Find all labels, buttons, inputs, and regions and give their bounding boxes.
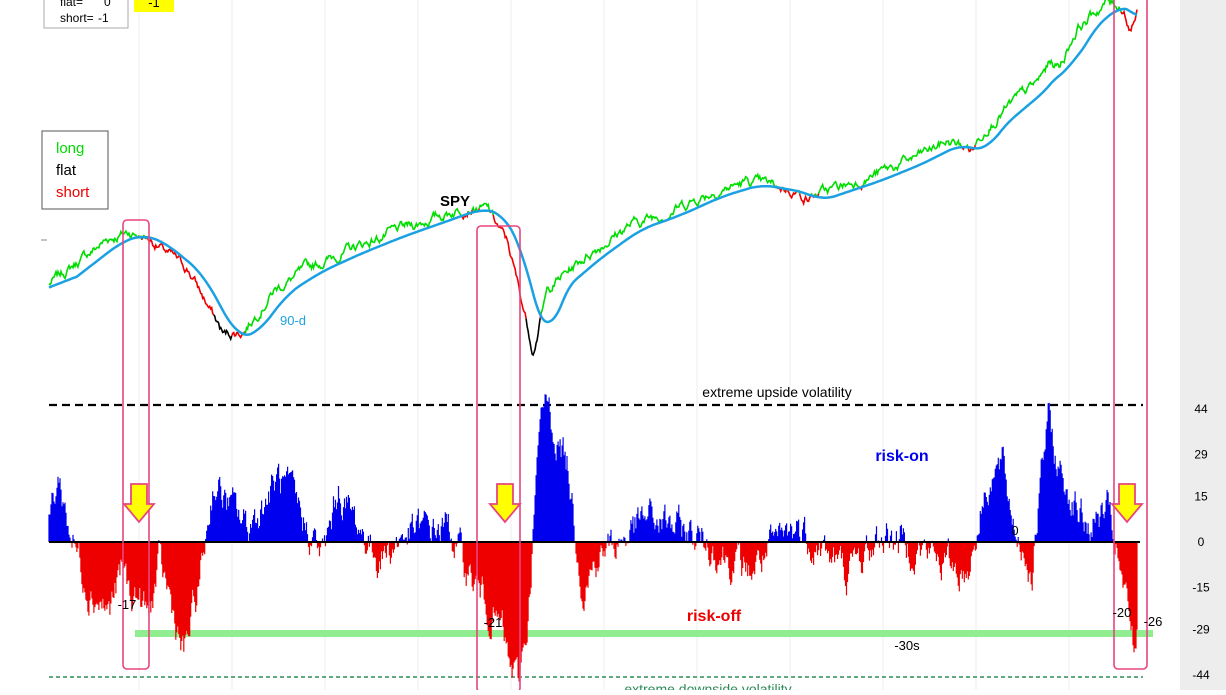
risk-off-label: risk-off	[687, 608, 742, 625]
down-arrow-icon-1	[122, 483, 156, 524]
spy-segment-10	[244, 207, 463, 334]
flat-signal-value: 0	[104, 0, 111, 9]
ma-label: 90-d	[280, 313, 306, 328]
flat-signal-label: flat=	[60, 0, 83, 9]
spy-segment-22	[540, 212, 665, 314]
spy-segment-26	[667, 172, 776, 220]
gridlines	[138, 0, 1070, 690]
current-signal-value: -1	[148, 0, 160, 10]
down-arrow-icon-3	[1110, 483, 1144, 524]
spy-segment-39	[798, 193, 812, 207]
current-signal-box	[134, 0, 174, 12]
low-label-2: -21	[484, 615, 503, 630]
spy-segment-7	[147, 238, 215, 316]
band-annotation: -30s	[894, 638, 920, 653]
right-margin	[1180, 0, 1226, 690]
highlight-region-1	[122, 219, 150, 670]
spy-segment-16	[478, 202, 491, 213]
legend-short: short	[56, 184, 90, 201]
low-label-1: -17	[118, 597, 137, 612]
highlight-region-3	[1113, 0, 1148, 670]
y-tick-29: 29	[1194, 447, 1208, 461]
spy-segment-35	[786, 190, 798, 200]
spy-segment-8	[213, 314, 233, 342]
legend-box	[41, 130, 109, 210]
spy-segment-53	[1120, 9, 1138, 33]
zero-annotation: 0	[1011, 523, 1018, 538]
spy-segment-33	[783, 188, 788, 194]
y-tick--29: -29	[1192, 623, 1210, 637]
spy-segment-52	[974, 0, 1122, 146]
ma-90d-line	[48, 7, 1138, 336]
spy-segment-11	[461, 211, 469, 221]
y-tick-44: 44	[1194, 402, 1208, 416]
spy-segment-46	[862, 138, 963, 187]
y-tick--44: -44	[1192, 668, 1210, 682]
low-label-3: -20	[1113, 605, 1132, 620]
extreme-upside-label: extreme upside volatility	[702, 384, 851, 400]
signal-box	[43, 0, 129, 29]
short-signal-value: -1	[98, 11, 109, 25]
extreme-downside-label: extreme downside volatility	[624, 681, 791, 690]
short-signal-label: short=	[60, 11, 94, 25]
spy-segment-44	[817, 180, 862, 196]
spy-label: SPY	[440, 193, 470, 210]
oscillator-y-axis: 44 29 15 0 -15 -29 -44	[1192, 402, 1210, 682]
y-tick-15: 15	[1194, 490, 1208, 504]
spy-segment-20	[525, 318, 541, 357]
signal-arrows	[122, 483, 1144, 524]
y-tick--15: -15	[1192, 580, 1210, 594]
down-arrow-icon-2	[488, 483, 522, 524]
legend-long: long	[56, 140, 84, 157]
legend-flat: flat	[56, 162, 77, 179]
low-label-4: -26	[1144, 614, 1163, 629]
spy-segment-49	[967, 147, 973, 153]
minus-30-band	[135, 630, 1153, 637]
risk-on-label: risk-on	[875, 448, 928, 465]
y-tick-0: 0	[1198, 535, 1205, 549]
